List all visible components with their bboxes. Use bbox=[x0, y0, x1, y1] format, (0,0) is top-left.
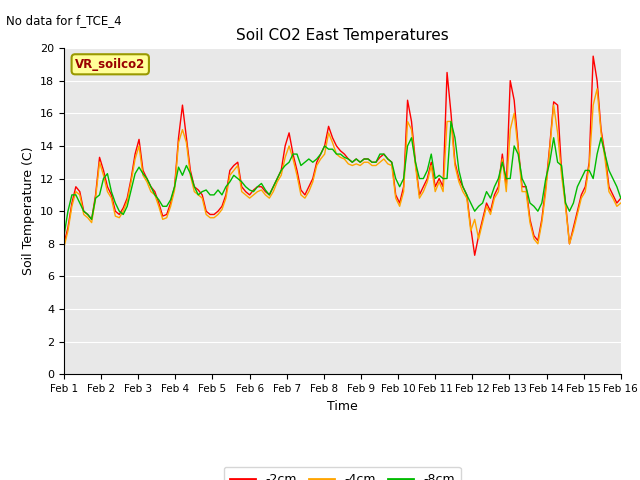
Text: No data for f_TCE_4: No data for f_TCE_4 bbox=[6, 14, 122, 27]
Legend: -2cm, -4cm, -8cm: -2cm, -4cm, -8cm bbox=[224, 467, 461, 480]
Title: Soil CO2 East Temperatures: Soil CO2 East Temperatures bbox=[236, 28, 449, 43]
X-axis label: Time: Time bbox=[327, 400, 358, 413]
Y-axis label: Soil Temperature (C): Soil Temperature (C) bbox=[22, 147, 35, 276]
Text: VR_soilco2: VR_soilco2 bbox=[75, 58, 145, 71]
